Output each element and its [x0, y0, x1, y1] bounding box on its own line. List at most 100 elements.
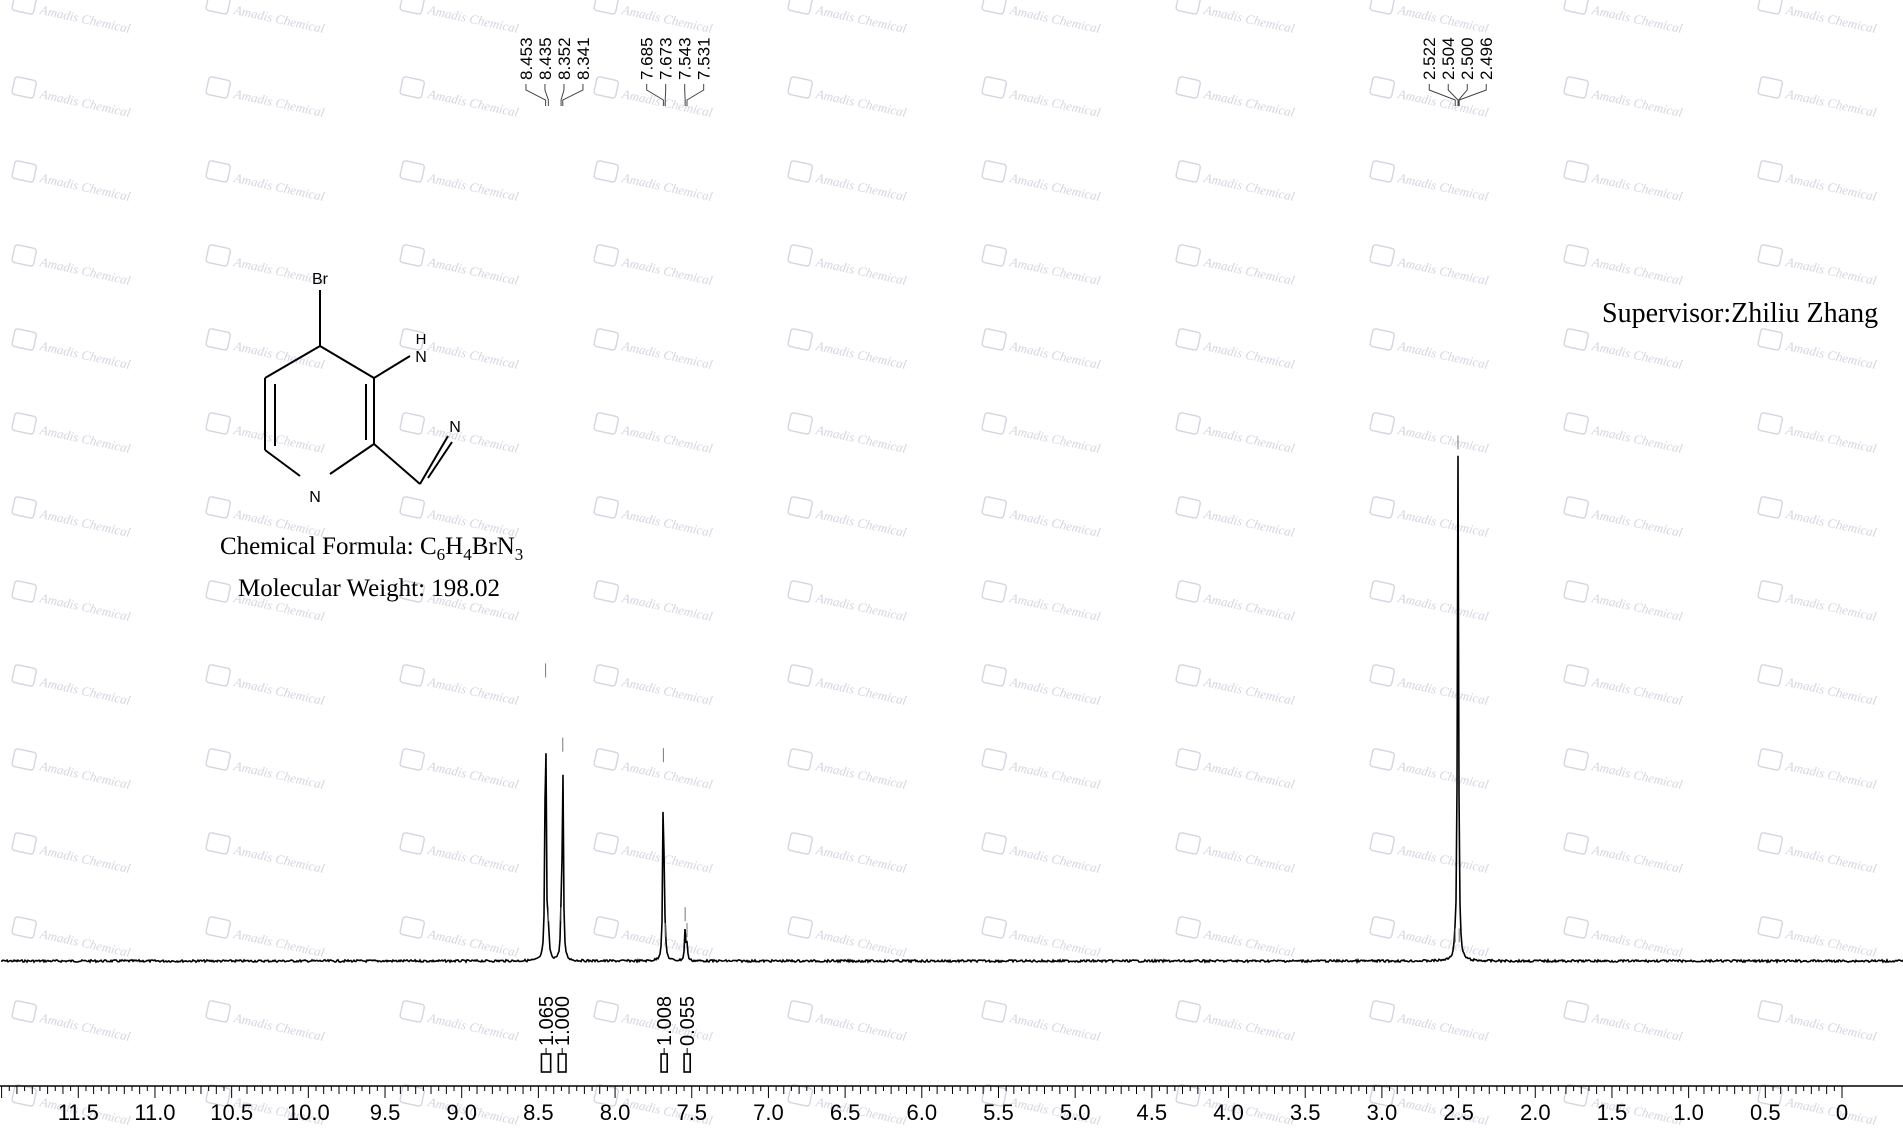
- watermark-text: Amadis Chemical: [426, 926, 521, 960]
- watermark-text: Amadis Chemical: [1590, 86, 1685, 120]
- watermark-logo-icon: [981, 580, 1007, 603]
- watermark-text: Amadis Chemical: [1008, 506, 1103, 540]
- watermark-text: Amadis Chemical: [426, 2, 521, 36]
- watermark-logo-icon: [1563, 244, 1589, 267]
- watermark: Amadis Chemical: [11, 0, 132, 36]
- watermark-text: Amadis Chemical: [1396, 926, 1491, 960]
- watermark-logo-icon: [1563, 832, 1589, 855]
- formula-brn: BrN: [472, 533, 515, 560]
- watermark-text: Amadis Chemical: [1008, 254, 1103, 288]
- watermark-logo-icon: [1757, 916, 1783, 939]
- watermark-logo-icon: [593, 748, 619, 771]
- watermark: Amadis Chemical: [1563, 1000, 1684, 1044]
- watermark-logo-icon: [1175, 0, 1201, 15]
- watermark: Amadis Chemical: [1563, 412, 1684, 456]
- watermark: Amadis Chemical: [787, 1000, 908, 1044]
- watermark-logo-icon: [399, 1000, 425, 1023]
- watermark-text: Amadis Chemical: [1008, 170, 1103, 204]
- watermark: Amadis Chemical: [593, 160, 714, 204]
- x-tick-label: 8.0: [600, 1100, 631, 1125]
- watermark: Amadis Chemical: [11, 664, 132, 708]
- watermark-logo-icon: [1369, 412, 1395, 435]
- x-tick-label: 9.5: [370, 1100, 401, 1125]
- integral-bar: [660, 1053, 669, 1073]
- watermark-text: Amadis Chemical: [1202, 422, 1297, 456]
- watermark-text: Amadis Chemical: [1008, 758, 1103, 792]
- watermark: Amadis Chemical: [11, 748, 132, 792]
- watermark-text: Amadis Chemical: [1008, 674, 1103, 708]
- watermark-text: Amadis Chemical: [1396, 1010, 1491, 1044]
- structure-br-label: Br: [312, 271, 329, 288]
- watermark-text: Amadis Chemical: [426, 254, 521, 288]
- peak-label: 7.673: [657, 37, 676, 80]
- watermark-text: Amadis Chemical: [232, 338, 327, 372]
- watermark: Amadis Chemical: [205, 0, 326, 36]
- x-tick-label: 10.0: [287, 1100, 330, 1125]
- peak-label-leader: [562, 84, 584, 106]
- watermark-logo-icon: [1563, 412, 1589, 435]
- watermark: Amadis Chemical: [1369, 160, 1490, 204]
- watermark: Amadis Chemical: [1757, 580, 1878, 624]
- watermark-logo-icon: [11, 832, 37, 855]
- watermark: Amadis Chemical: [1175, 412, 1297, 456]
- watermark-text: Amadis Chemical: [1784, 926, 1879, 960]
- watermark-logo-icon: [787, 412, 813, 435]
- watermark-logo-icon: [1175, 244, 1201, 267]
- watermark-logo-icon: [1757, 580, 1783, 603]
- watermark-logo-icon: [787, 76, 813, 99]
- x-axis: 11.5 11.0 10.5 10.0 9.5 9.0 8.5 8.0 7.5 7.0 6.5 6.0…: [0, 1085, 1903, 1125]
- watermark-logo-icon: [1757, 0, 1783, 15]
- watermark: Amadis Chemical: [1369, 244, 1490, 288]
- watermark: Amadis Chemical: [399, 244, 521, 288]
- watermark-text: Amadis Chemical: [1590, 758, 1685, 792]
- watermark-logo-icon: [11, 1000, 37, 1023]
- integral-bar: [683, 1053, 692, 1073]
- watermark-logo-icon: [1175, 832, 1201, 855]
- watermark: Amadis Chemical: [593, 580, 714, 624]
- watermark-logo-icon: [1175, 328, 1201, 351]
- watermark: Amadis Chemical: [399, 0, 521, 36]
- watermark: Amadis Chemical: [593, 664, 714, 708]
- peak-label: 7.543: [676, 37, 695, 80]
- watermark-logo-icon: [399, 0, 425, 15]
- watermark: Amadis Chemical: [11, 412, 132, 456]
- watermark-logo-icon: [593, 412, 619, 435]
- watermark-text: Amadis Chemical: [1008, 926, 1103, 960]
- watermark-text: Amadis Chemical: [426, 758, 521, 792]
- molecular-weight: Molecular Weight: 198.02: [238, 575, 500, 602]
- watermark: Amadis Chemical: [1369, 328, 1490, 372]
- watermark: Amadis Chemical: [399, 160, 520, 204]
- watermark-logo-icon: [1757, 160, 1783, 183]
- watermark-logo-icon: [11, 496, 37, 519]
- watermark: Amadis Chemical: [205, 76, 326, 120]
- watermark: Amadis Chemical: [1757, 496, 1878, 540]
- watermark: Amadis Chemical: [205, 160, 326, 204]
- watermark: Amadis Chemical: [787, 580, 909, 624]
- watermark-text: Amadis Chemical: [232, 926, 327, 960]
- watermark-logo-icon: [981, 1000, 1007, 1023]
- watermark-logo-icon: [1175, 412, 1201, 435]
- watermark-logo-icon: [205, 832, 231, 855]
- watermark-text: Amadis Chemical: [426, 86, 521, 120]
- watermark: Amadis Chemical: [787, 0, 908, 36]
- watermark-logo-icon: [593, 1000, 619, 1023]
- watermark: Amadis Chemical: [11, 580, 132, 624]
- watermark-logo-icon: [593, 916, 619, 939]
- watermark-logo-icon: [399, 664, 425, 687]
- watermark-text: Amadis Chemical: [1202, 2, 1297, 36]
- peak-label-leader: [1458, 84, 1487, 106]
- watermark: Amadis Chemical: [11, 916, 132, 960]
- watermark-text: Amadis Chemical: [1590, 170, 1685, 204]
- watermark-logo-icon: [981, 664, 1007, 687]
- watermark: Amadis Chemical: [1175, 0, 1297, 36]
- watermark-text: Amadis Chemical: [814, 590, 909, 624]
- peak-label-leader: [1428, 84, 1456, 106]
- watermark: Amadis Chemical: [1175, 328, 1296, 372]
- watermark: Amadis Chemical: [1175, 916, 1296, 960]
- watermark-logo-icon: [205, 76, 231, 99]
- watermark-text: Amadis Chemical: [232, 1010, 327, 1044]
- integral-label: 1.065: [536, 996, 558, 1046]
- watermark: Amadis Chemical: [593, 916, 714, 960]
- watermark-logo-icon: [593, 244, 619, 267]
- watermark: Amadis Chemical: [205, 664, 326, 708]
